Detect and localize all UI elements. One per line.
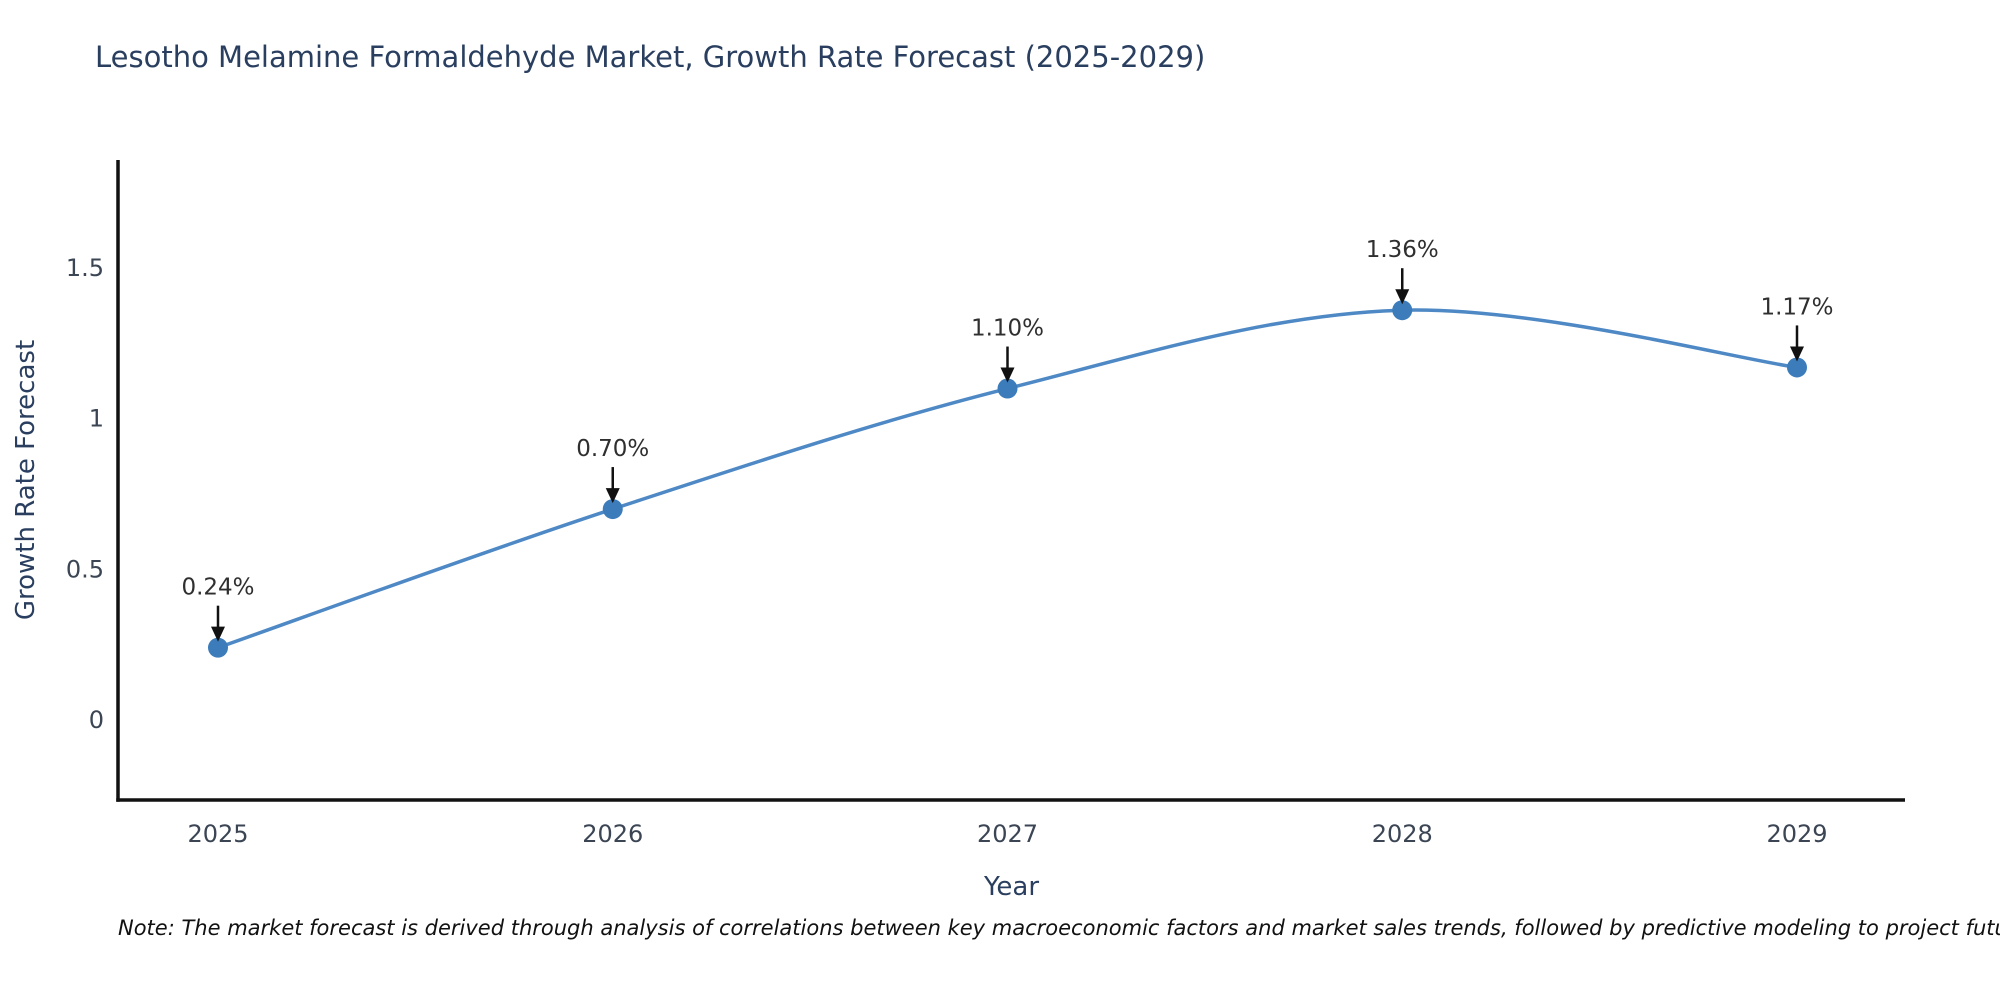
point-annotation: 1.36% — [1366, 237, 1439, 305]
x-tick-label: 2029 — [1766, 820, 1827, 848]
data-point-marker — [602, 499, 623, 520]
x-tick-label: 2027 — [977, 820, 1038, 848]
axis-text-layer: 0 0.5 1 1.5 2025 2026 2027 2028 2029 Year Growth R… — [11, 254, 1828, 902]
y-tick-label: 1 — [89, 405, 104, 433]
annotations-layer: 0.24% 0.70% 1.10% 1.36% 1.17% — [181, 237, 1834, 642]
annotation-arrowhead-icon — [1790, 346, 1804, 362]
y-axis-title: Growth Rate Forecast — [11, 340, 41, 620]
data-point-marker — [997, 378, 1018, 399]
line-series — [208, 300, 1807, 658]
data-point-marker — [208, 637, 228, 658]
point-annotation-label: 1.17% — [1760, 294, 1833, 320]
point-annotation: 1.10% — [971, 316, 1044, 383]
x-axis-title: Year — [983, 872, 1039, 902]
x-tick-label: 2026 — [582, 820, 643, 848]
x-tick-label: 2028 — [1372, 820, 1433, 848]
annotation-arrowhead-icon — [1395, 289, 1410, 305]
data-point-marker — [1787, 357, 1807, 378]
chart-title: Lesotho Melamine Formaldehyde Market, Gr… — [95, 40, 1206, 74]
point-annotation: 0.24% — [181, 575, 255, 642]
y-tick-label: 0 — [89, 706, 104, 734]
y-tick-label: 0.5 — [66, 555, 104, 583]
annotation-arrowhead-icon — [211, 626, 225, 642]
point-annotation-label: 0.24% — [181, 575, 254, 601]
annotation-arrowhead-icon — [1000, 367, 1015, 383]
point-annotation: 1.17% — [1760, 294, 1834, 362]
point-annotation-label: 1.10% — [971, 316, 1044, 342]
y-tick-label: 1.5 — [66, 254, 104, 282]
x-tick-label: 2025 — [187, 820, 248, 848]
point-annotation-label: 1.36% — [1366, 237, 1439, 263]
point-annotation: 0.70% — [576, 436, 649, 504]
annotation-arrowhead-icon — [605, 488, 620, 504]
footnote: Note: The market forecast is derived thr… — [118, 916, 2000, 940]
axes-layer — [116, 160, 1905, 802]
data-point-marker — [1392, 300, 1413, 321]
point-annotation-label: 0.70% — [576, 436, 649, 462]
